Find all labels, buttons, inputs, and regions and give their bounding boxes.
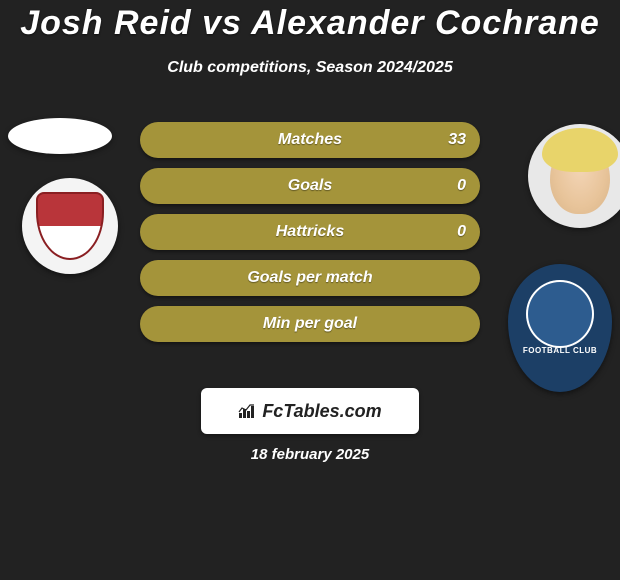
stat-label: Goals per match	[247, 269, 372, 287]
stat-pill-min-per-goal: Min per goal	[140, 306, 480, 342]
stat-label: Hattricks	[276, 223, 344, 241]
stat-label: Matches	[278, 131, 342, 149]
player-right-avatar	[528, 124, 620, 228]
stat-value-right: 33	[448, 131, 466, 149]
player-left-avatar	[8, 118, 112, 154]
player-left-club-badge	[22, 178, 118, 274]
footer-brand-text: FcTables.com	[262, 401, 381, 422]
footer-brand-logo: FcTables.com	[201, 388, 419, 434]
footer-date: 18 february 2025	[0, 446, 620, 463]
stat-pill-hattricks: Hattricks 0	[140, 214, 480, 250]
player-right-club-badge	[508, 264, 612, 392]
chart-icon	[238, 403, 256, 419]
stat-value-right: 0	[457, 177, 466, 195]
subtitle: Club competitions, Season 2024/2025	[0, 59, 620, 77]
stat-label: Min per goal	[263, 315, 357, 333]
page-title: Josh Reid vs Alexander Cochrane	[0, 0, 620, 43]
stat-value-right: 0	[457, 223, 466, 241]
stat-pill-goals: Goals 0	[140, 168, 480, 204]
stat-pill-goals-per-match: Goals per match	[140, 260, 480, 296]
stat-label: Goals	[288, 177, 332, 195]
stat-pill-matches: Matches 33	[140, 122, 480, 158]
